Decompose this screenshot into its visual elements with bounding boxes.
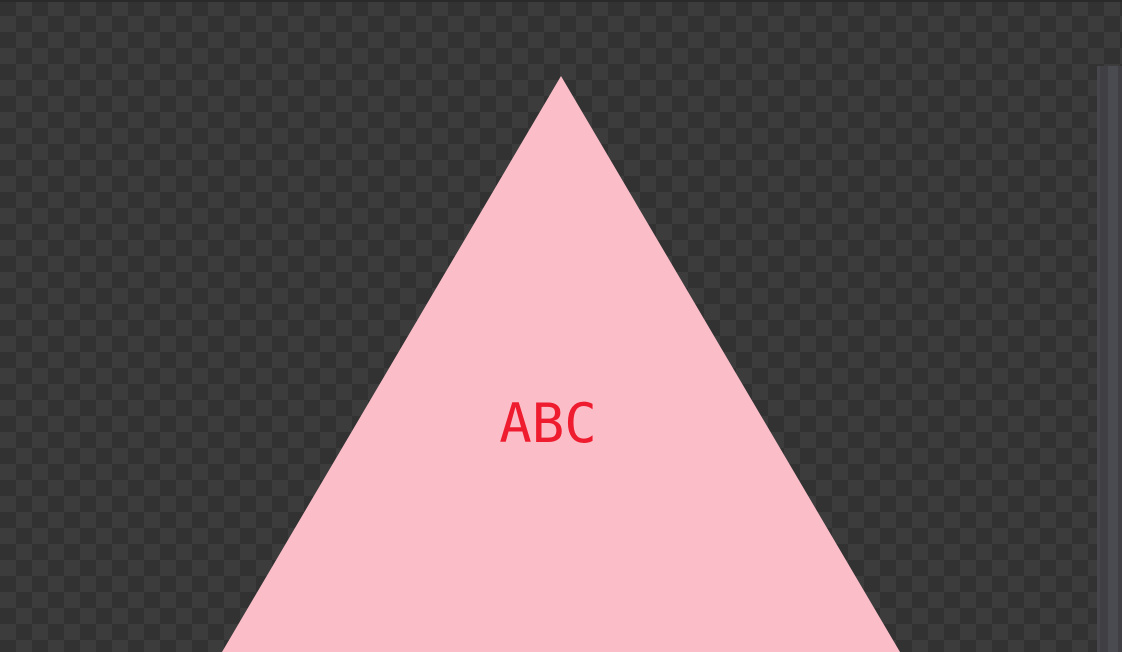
canvas-top-edge [0, 0, 1122, 2]
vertical-scrollbar-thumb[interactable] [1108, 66, 1118, 652]
triangle-shape[interactable] [222, 76, 900, 652]
triangle-label[interactable]: ABC [499, 392, 597, 455]
